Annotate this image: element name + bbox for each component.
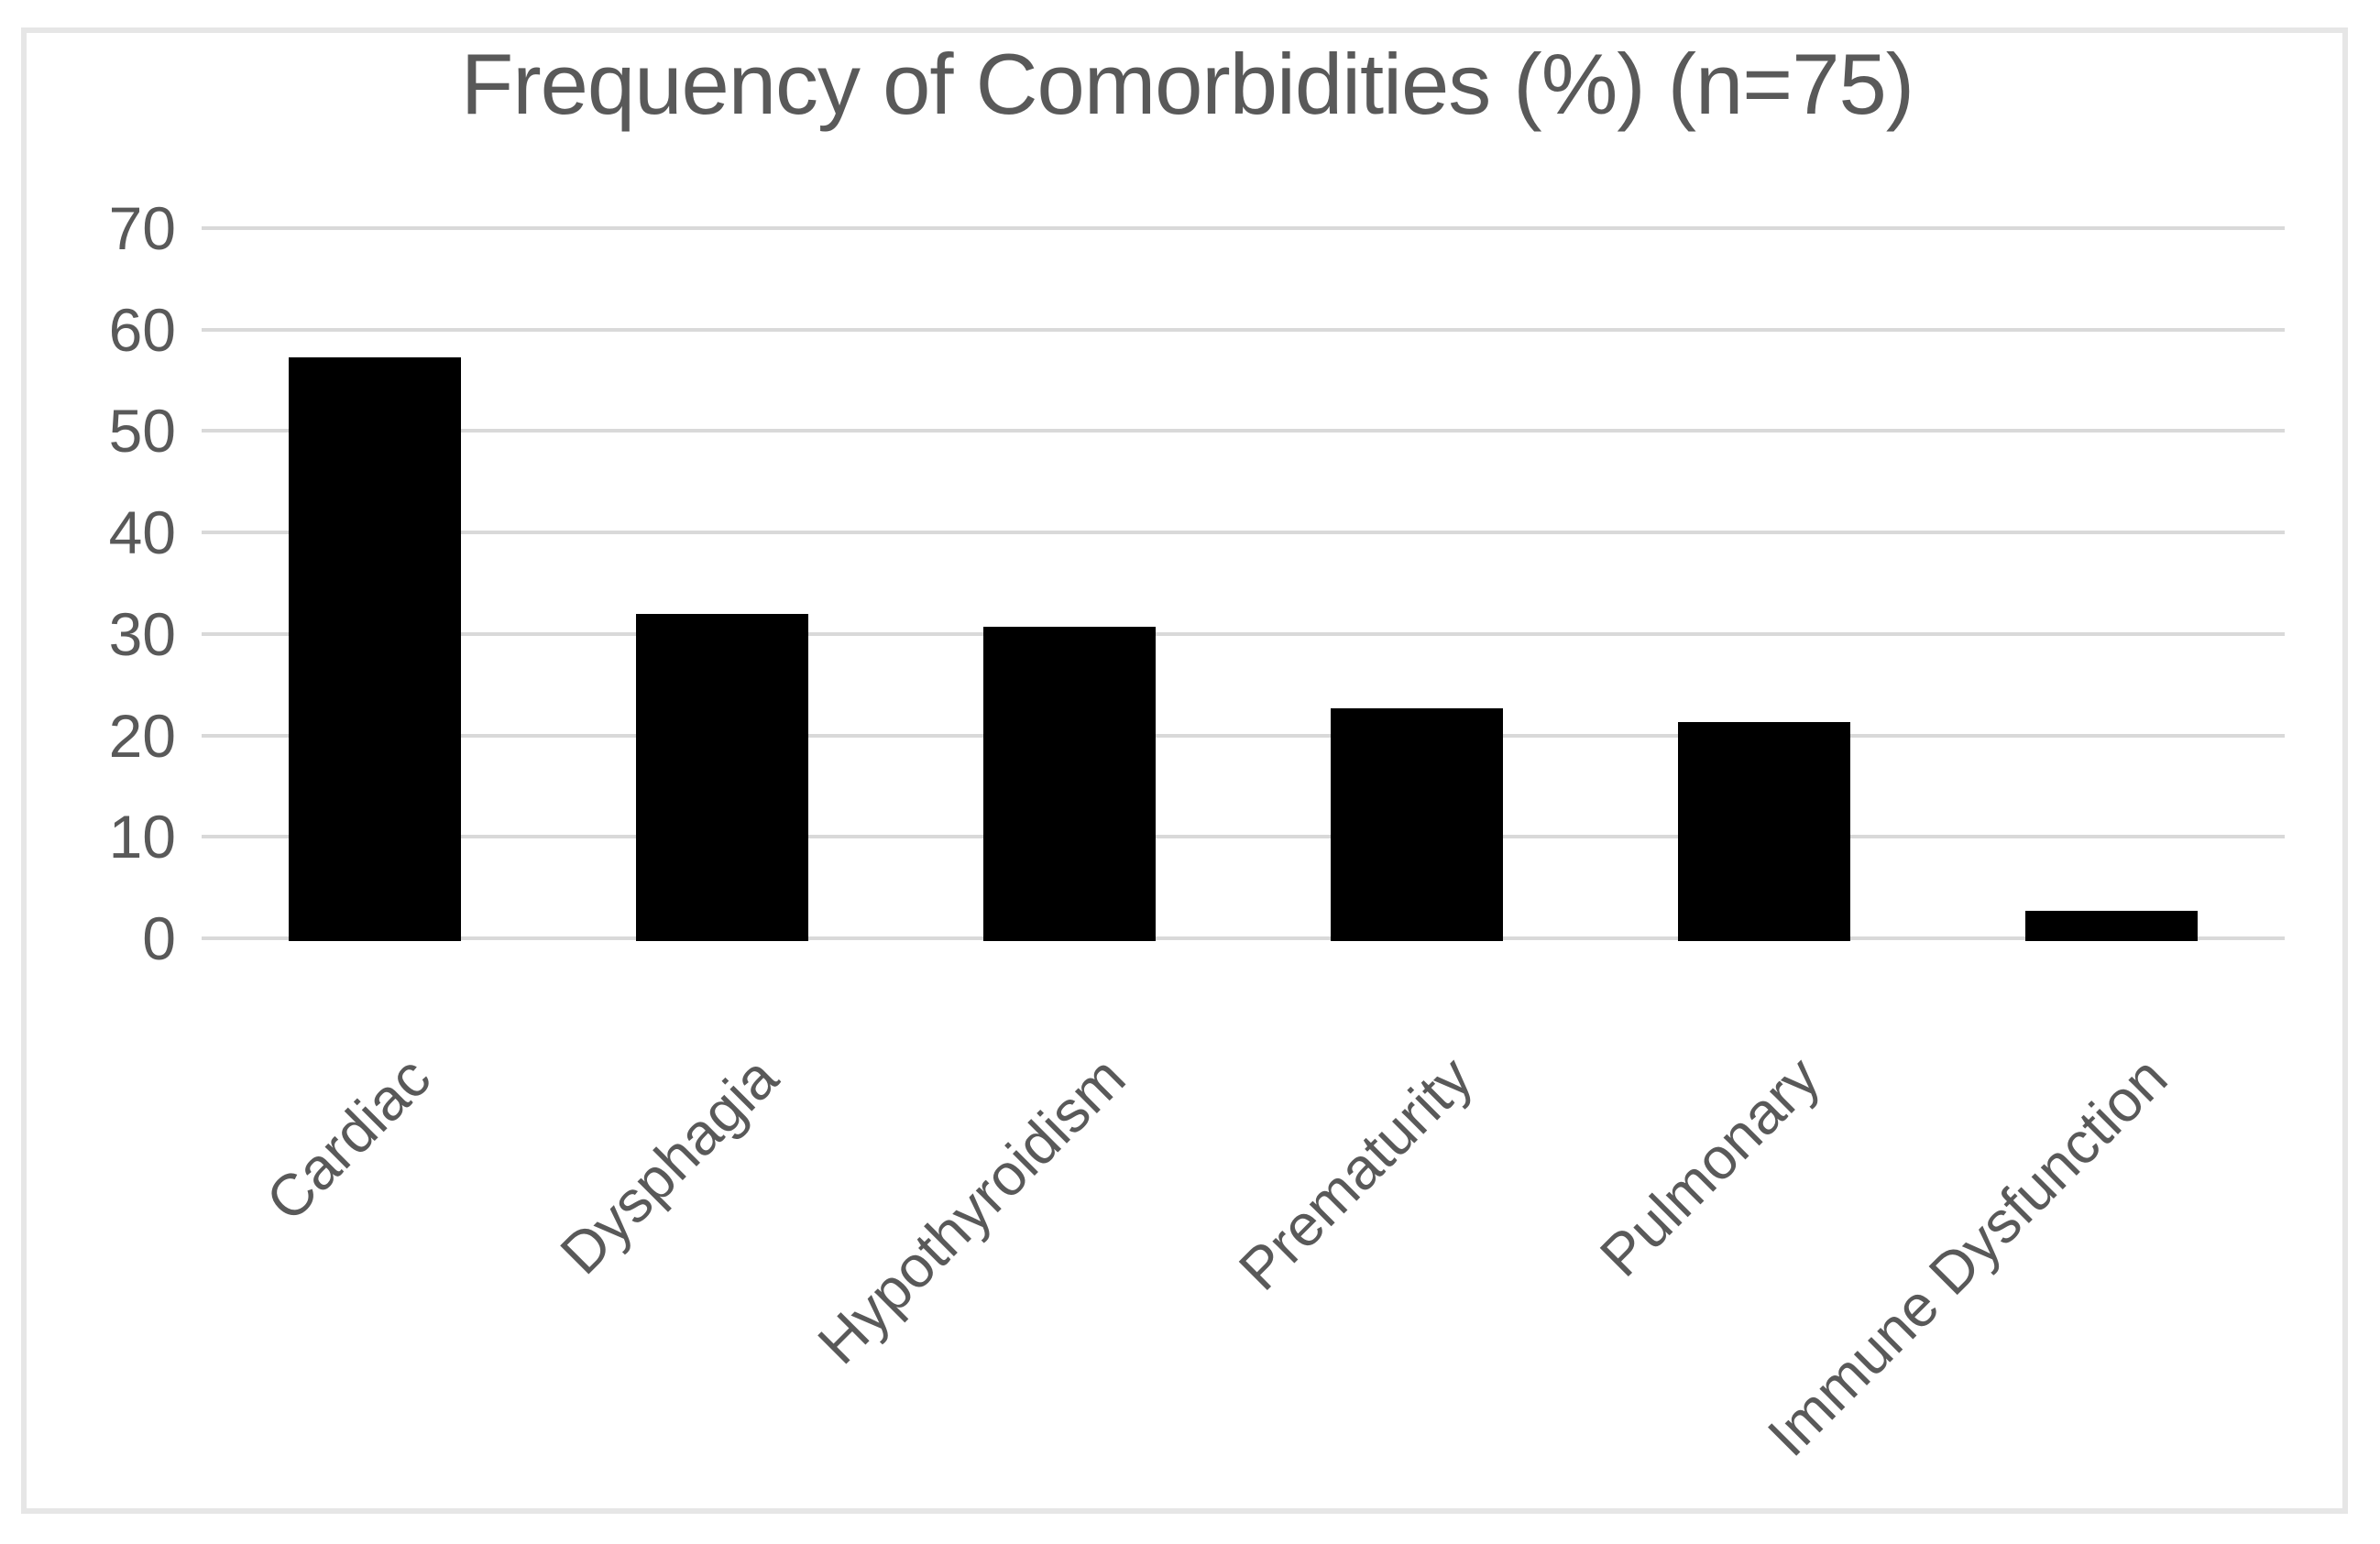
gridline-10 — [202, 835, 2285, 839]
bar-cardiac — [289, 356, 462, 941]
gridline-50 — [202, 429, 2285, 433]
y-axis-label-0: 0 — [142, 904, 176, 972]
gridline-70 — [202, 226, 2285, 230]
bar-prematurity — [1330, 707, 1503, 941]
bar-immune-dysfunction — [2024, 911, 2198, 941]
y-axis-label-40: 40 — [108, 498, 176, 567]
chart-title: Frequency of Comorbidities (%) (n=75) — [460, 36, 1914, 132]
y-axis-label-50: 50 — [108, 397, 176, 465]
gridline-30 — [202, 631, 2285, 636]
chart-border-frame — [21, 27, 2348, 1514]
gridline-0 — [202, 936, 2285, 940]
y-axis-label-70: 70 — [108, 194, 176, 262]
bar-hypothyroidism — [983, 627, 1157, 941]
gridline-40 — [202, 531, 2285, 535]
gridline-20 — [202, 733, 2285, 738]
y-axis-label-10: 10 — [108, 803, 176, 871]
y-axis-label-60: 60 — [108, 295, 176, 364]
bar-dysphagia — [636, 613, 809, 941]
gridline-60 — [202, 327, 2285, 332]
bar-pulmonary — [1677, 722, 1850, 941]
y-axis-label-20: 20 — [108, 701, 176, 770]
y-axis-label-30: 30 — [108, 599, 176, 668]
